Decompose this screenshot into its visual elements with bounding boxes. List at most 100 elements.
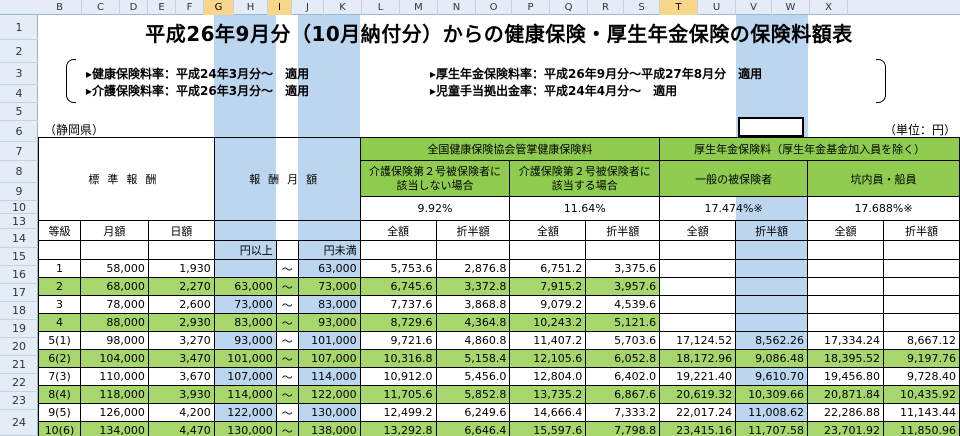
tilde-cell[interactable]: ～: [275, 385, 299, 404]
cell-h[interactable]: [882, 295, 960, 314]
cell-to[interactable]: 93,000: [297, 313, 361, 332]
cell-g[interactable]: 19,456.80: [807, 367, 884, 386]
row-header-3[interactable]: 3: [0, 63, 38, 85]
row-header-1[interactable]: 1: [0, 15, 38, 40]
cell-a[interactable]: 11,705.6: [359, 385, 437, 404]
cell-f[interactable]: [735, 277, 809, 296]
cell-from[interactable]: 63,000: [213, 277, 277, 296]
cell-g[interactable]: 18,395.52: [807, 349, 884, 368]
row-header-5[interactable]: 5: [0, 103, 38, 121]
cell-grade[interactable]: 8(4): [38, 385, 81, 404]
cell-a[interactable]: 13,292.8: [359, 421, 437, 436]
cell-f[interactable]: 9,086.48: [735, 349, 809, 368]
cell-to[interactable]: 122,000: [297, 385, 361, 404]
cell-g[interactable]: 20,871.84: [807, 385, 884, 404]
cell-grade[interactable]: 2: [38, 277, 81, 296]
cell-e[interactable]: 18,172.96: [659, 349, 737, 368]
tilde-cell[interactable]: ～: [275, 259, 299, 278]
cell-g[interactable]: 23,701.92: [807, 421, 884, 436]
cell-to[interactable]: 107,000: [297, 349, 361, 368]
cell-daily[interactable]: 2,600: [147, 295, 215, 314]
column-header-v[interactable]: V: [736, 0, 772, 15]
cell-h[interactable]: [882, 313, 960, 332]
cell-to[interactable]: 101,000: [297, 331, 361, 350]
column-header-b[interactable]: B: [38, 0, 82, 15]
cell-e[interactable]: 17,124.52: [659, 331, 737, 350]
row-header-10[interactable]: 10: [0, 201, 38, 214]
column-header-p[interactable]: P: [512, 0, 550, 15]
row-header-18[interactable]: 18: [0, 302, 38, 320]
cell-from[interactable]: 107,000: [213, 367, 277, 386]
cell-e[interactable]: 20,619.32: [659, 385, 737, 404]
cell-to[interactable]: 138,000: [297, 421, 361, 436]
cell-c[interactable]: 9,079.2: [509, 295, 587, 314]
cell-grade[interactable]: 5(1): [38, 331, 81, 350]
cell-b[interactable]: 3,372.8: [435, 277, 511, 296]
row-header-14[interactable]: 14: [0, 229, 38, 248]
tilde-cell[interactable]: ～: [275, 403, 299, 422]
cell-a[interactable]: 10,912.0: [359, 367, 437, 386]
cell-h[interactable]: 10,435.92: [882, 385, 960, 404]
cell-h[interactable]: 8,667.12: [882, 331, 960, 350]
cell-e[interactable]: [659, 295, 737, 314]
cell-monthly[interactable]: 110,000: [79, 367, 149, 386]
cell-monthly[interactable]: 68,000: [79, 277, 149, 296]
column-header-u[interactable]: U: [698, 0, 736, 15]
cell-monthly[interactable]: 104,000: [79, 349, 149, 368]
cell-grade[interactable]: 3: [38, 295, 81, 314]
cell-b[interactable]: 5,852.8: [435, 385, 511, 404]
row-header-21[interactable]: 21: [0, 356, 38, 374]
cell-b[interactable]: 5,456.0: [435, 367, 511, 386]
column-header-m[interactable]: M: [400, 0, 438, 15]
cell-monthly[interactable]: 88,000: [79, 313, 149, 332]
cell-d[interactable]: 4,539.6: [585, 295, 661, 314]
cell-d[interactable]: 5,121.6: [585, 313, 661, 332]
tilde-cell[interactable]: ～: [275, 367, 299, 386]
cell-a[interactable]: 7,737.6: [359, 295, 437, 314]
cell-from[interactable]: 122,000: [213, 403, 277, 422]
cell-a[interactable]: 5,753.6: [359, 259, 437, 278]
cell-from[interactable]: 130,000: [213, 421, 277, 436]
cell-g[interactable]: [807, 313, 884, 332]
cell-daily[interactable]: 4,200: [147, 403, 215, 422]
tilde-cell[interactable]: ～: [275, 331, 299, 350]
row-header-24[interactable]: 24: [0, 410, 38, 436]
cell-to[interactable]: 73,000: [297, 277, 361, 296]
column-header-c[interactable]: C: [82, 0, 120, 15]
cell-b[interactable]: 2,876.8: [435, 259, 511, 278]
cell-b[interactable]: 6,646.4: [435, 421, 511, 436]
cell-b[interactable]: 6,249.6: [435, 403, 511, 422]
cell-d[interactable]: 7,798.8: [585, 421, 661, 436]
cell-g[interactable]: [807, 259, 884, 278]
cell-grade[interactable]: 7(3): [38, 367, 81, 386]
cell-monthly[interactable]: 118,000: [79, 385, 149, 404]
cell-d[interactable]: 5,703.6: [585, 331, 661, 350]
row-header-22[interactable]: 22: [0, 374, 38, 392]
cell-from[interactable]: 73,000: [213, 295, 277, 314]
cell-c[interactable]: 12,105.6: [509, 349, 587, 368]
cell-monthly[interactable]: 126,000: [79, 403, 149, 422]
column-header-g[interactable]: G: [204, 0, 234, 15]
column-header-i[interactable]: I: [268, 0, 292, 15]
cell-from[interactable]: 101,000: [213, 349, 277, 368]
cell-f[interactable]: 9,610.70: [735, 367, 809, 386]
column-header-q[interactable]: Q: [550, 0, 588, 15]
cell-from[interactable]: 114,000: [213, 385, 277, 404]
cell-grade[interactable]: 9(5): [38, 403, 81, 422]
cell-to[interactable]: 130,000: [297, 403, 361, 422]
tilde-cell[interactable]: ～: [275, 313, 299, 332]
cell-d[interactable]: 6,402.0: [585, 367, 661, 386]
cell-monthly[interactable]: 134,000: [79, 421, 149, 436]
cell-a[interactable]: 8,729.6: [359, 313, 437, 332]
cell-grade[interactable]: 6(2): [38, 349, 81, 368]
cell-from[interactable]: 83,000: [213, 313, 277, 332]
column-header-t[interactable]: T: [660, 0, 698, 15]
row-header-16[interactable]: 16: [0, 266, 38, 284]
cell-daily[interactable]: 3,270: [147, 331, 215, 350]
cell-f[interactable]: [735, 313, 809, 332]
cell-d[interactable]: 6,052.8: [585, 349, 661, 368]
row-header-13[interactable]: 13: [0, 214, 38, 229]
cell-h[interactable]: 11,850.96: [882, 421, 960, 436]
column-header-e[interactable]: E: [148, 0, 176, 15]
cell-c[interactable]: 12,804.0: [509, 367, 587, 386]
